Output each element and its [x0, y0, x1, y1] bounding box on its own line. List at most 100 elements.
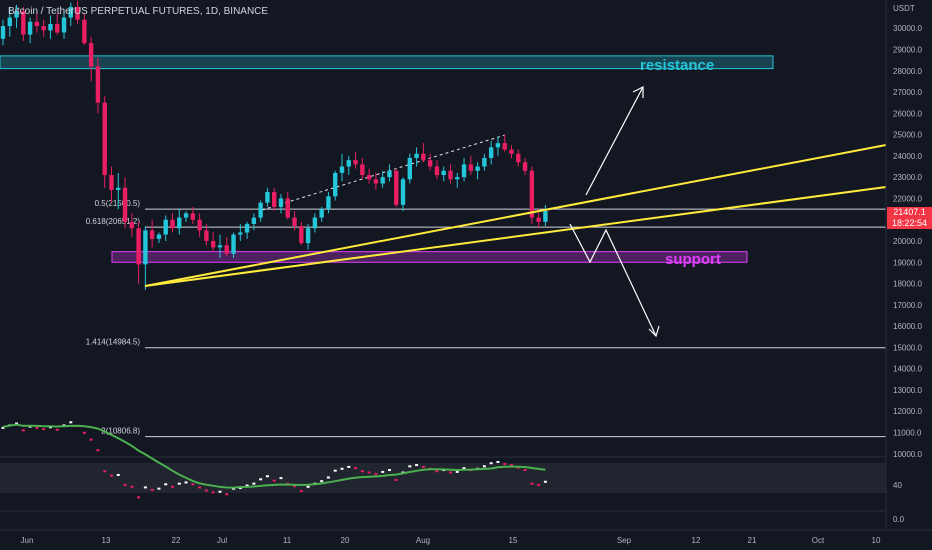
candle-body [27, 21, 33, 35]
candle-body [136, 228, 141, 265]
candle-body [231, 234, 236, 254]
candle-body [339, 166, 345, 173]
osc-dot [347, 465, 351, 468]
candle-body [407, 158, 412, 180]
osc-dot [96, 449, 100, 452]
osc-dot [299, 490, 303, 493]
price-tick: 10000.0 [893, 450, 922, 459]
price-axis[interactable]: 30000.0 29000.0 28000.0 27000.0 26000.0 25000… [893, 24, 922, 459]
osc-dot [204, 489, 208, 492]
candle-body [488, 147, 494, 159]
candle-body [468, 164, 474, 171]
price-tick: 24000.0 [893, 152, 922, 161]
candle-body [366, 175, 372, 180]
candle-body [109, 175, 114, 190]
osc-dot [252, 482, 256, 485]
osc-dot [55, 428, 59, 431]
oscillator-axis: 40 0.0 [893, 481, 905, 524]
osc-dot [116, 474, 120, 476]
candle-body [292, 217, 297, 227]
candle-body [475, 166, 480, 171]
osc-dot [15, 422, 19, 425]
time-tick: Jun [21, 536, 34, 545]
osc-dot [320, 480, 324, 483]
resistance-zone[interactable] [0, 55, 774, 70]
osc-dot [340, 467, 344, 470]
osc-dot [82, 431, 86, 434]
candle-body [272, 192, 277, 207]
candle-body [149, 230, 155, 239]
candle-body [495, 143, 501, 148]
osc-dot [435, 470, 439, 473]
osc-dot [537, 483, 541, 486]
osc-dot [326, 476, 330, 479]
candle-body [170, 219, 175, 229]
candle-body [244, 223, 250, 233]
time-tick: 21 [748, 536, 757, 545]
candle-body [285, 198, 290, 218]
candle-body [441, 170, 446, 176]
candle-body [326, 196, 331, 210]
candle-body [421, 153, 426, 161]
candle-body [414, 153, 419, 159]
osc-dot [367, 471, 371, 474]
osc-dot [543, 480, 547, 483]
osc-dot [496, 460, 500, 463]
trendline-upper[interactable] [144, 144, 887, 287]
osc-dot [354, 467, 358, 470]
candle-body [319, 209, 324, 218]
fib-label: 2(10806.8) [101, 427, 140, 436]
osc-dot [103, 470, 107, 473]
support-label: support [665, 251, 721, 268]
osc-dot [530, 482, 534, 485]
osc-dot [455, 470, 459, 473]
price-tick: 16000.0 [893, 322, 922, 331]
osc-dot [489, 462, 493, 465]
osc-dot [177, 482, 181, 485]
trendline-lower[interactable] [144, 186, 887, 287]
osc-dot [164, 483, 168, 486]
osc-dot [415, 464, 419, 467]
support-zone[interactable] [111, 251, 748, 263]
candle-body [305, 228, 311, 244]
osc-tick-0: 0.0 [893, 515, 905, 524]
fib-label: 0.5(21500.5) [95, 199, 141, 208]
time-tick: Oct [812, 536, 825, 545]
price-tick: 23000.0 [893, 173, 922, 182]
time-axis[interactable]: Jun 13 22 Jul 11 20 Aug 15 Sep 12 21 Oct 10 [21, 536, 881, 545]
fib-levels: 0.5(21500.5) 0.618(20651.2) 1.414(14984.5)… [86, 199, 886, 438]
candle-body [427, 160, 433, 167]
candle-body [360, 164, 365, 176]
osc-dot [218, 490, 222, 493]
chart-title: Bitcoin / TetherUS PERPETUAL FUTURES, 1D… [8, 6, 269, 17]
candle-body [238, 232, 243, 235]
osc-dot [232, 487, 236, 490]
time-tick: Aug [416, 536, 430, 545]
candle-body [536, 217, 541, 222]
price-tick: 17000.0 [893, 301, 922, 310]
candle-body [0, 26, 6, 39]
osc-dot [1, 426, 5, 429]
candle-body [48, 23, 53, 31]
oscillator-band [0, 463, 886, 493]
candle-body [183, 213, 189, 218]
time-tick: 13 [102, 536, 111, 545]
dashed-trend-line[interactable] [261, 134, 506, 211]
time-tick: 15 [509, 536, 518, 545]
down-arrow-head [648, 325, 660, 338]
osc-dot [191, 483, 195, 486]
candle-body [7, 17, 12, 27]
candle-body [156, 234, 162, 239]
osc-dot [482, 465, 486, 468]
candle-body [448, 170, 453, 180]
candle-body [204, 230, 209, 241]
candle-body [61, 17, 67, 33]
candle-body [122, 187, 128, 222]
osc-dot [279, 477, 283, 480]
osc-dot [381, 470, 385, 473]
candle-body [251, 217, 257, 224]
price-tick: 29000.0 [893, 45, 922, 54]
fib-label: 0.618(20651.2) [86, 217, 141, 226]
up-arrow [585, 86, 644, 196]
